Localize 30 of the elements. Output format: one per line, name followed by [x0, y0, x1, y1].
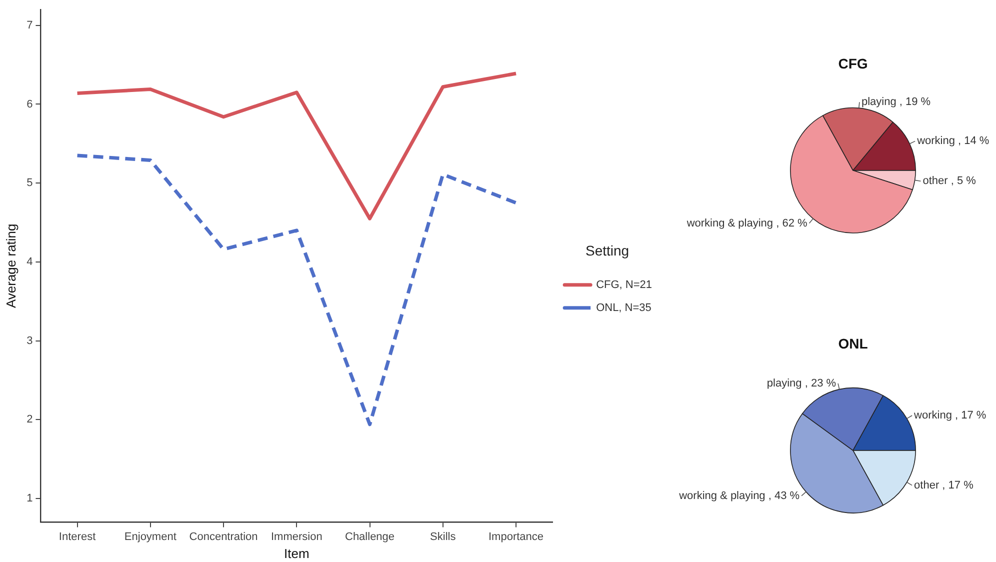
- x-tick-label: Enjoyment: [124, 530, 176, 543]
- line-series: [76, 154, 518, 426]
- chart-title: CFG: [838, 55, 868, 72]
- x-tick-label: Skills: [430, 530, 456, 543]
- slice-label: other , 5 %: [922, 175, 976, 188]
- x-tick-label: Immersion: [270, 530, 322, 543]
- y-tick-label: 1: [26, 492, 33, 505]
- legend-title: Setting: [585, 242, 630, 258]
- legend-label: CFG, N=21: [596, 278, 652, 291]
- y-tick-label: 2: [26, 414, 33, 426]
- x-axis-title: Item: [284, 546, 310, 561]
- slice-label: other , 17 %: [914, 479, 974, 492]
- x-tick-label: Concentration: [189, 530, 258, 543]
- y-tick-label: 5: [26, 177, 33, 190]
- y-tick-label: 7: [26, 19, 33, 32]
- slice-label: playing , 23 %: [766, 377, 836, 390]
- x-tick-label: Interest: [58, 530, 96, 543]
- slice-label: working & playing , 62 %: [686, 217, 808, 230]
- y-tick-label: 4: [26, 256, 33, 268]
- slice-label: working , 14 %: [916, 135, 990, 148]
- x-tick-label: Challenge: [344, 530, 395, 543]
- x-tick-label: Importance: [488, 530, 544, 543]
- slice-label: playing , 19 %: [861, 96, 931, 108]
- legend-label: ONL, N=35: [596, 302, 652, 314]
- slice-label: working & playing , 43 %: [678, 490, 800, 502]
- y-axis-title: Average rating: [3, 224, 18, 308]
- slice-label: working , 17 %: [913, 410, 986, 422]
- chart-title: ONL: [838, 335, 868, 352]
- y-tick-label: 6: [26, 98, 33, 110]
- y-tick-label: 3: [26, 334, 33, 347]
